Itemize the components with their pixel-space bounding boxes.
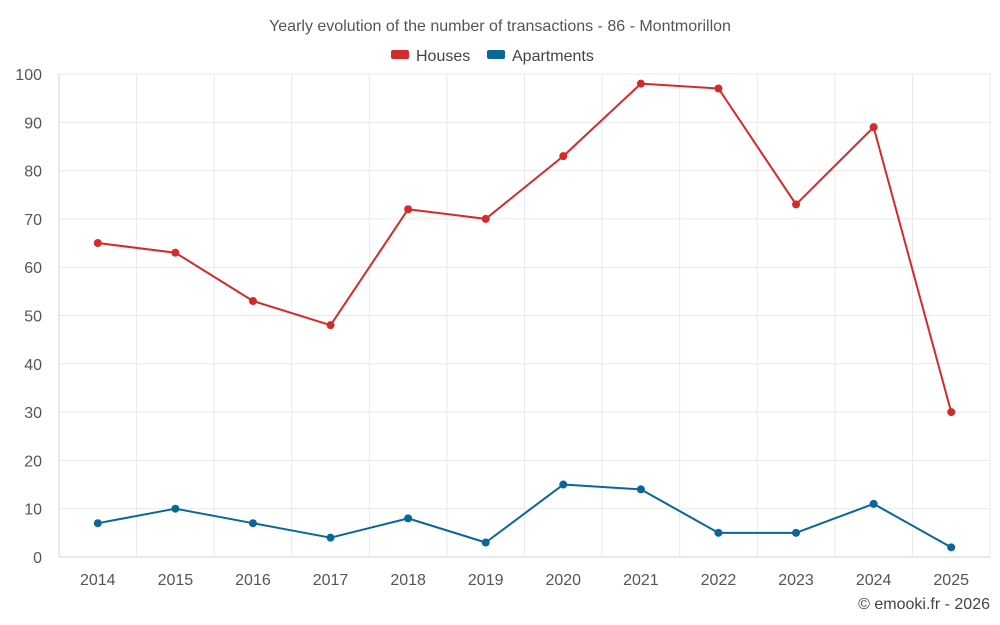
series-line-houses — [97, 82, 953, 413]
y-tick-label-70: 70 — [24, 212, 42, 229]
x-axis-ticks: 2014 2015 2016 2017 2018 2019 2020 2021 2022 2023… — [80, 572, 969, 589]
y-tick-label-90: 90 — [24, 115, 42, 132]
legend-item-apartments[interactable]: Apartments — [487, 48, 594, 65]
legend-swatch-houses — [391, 50, 409, 59]
x-tick-label-2020: 2020 — [545, 572, 581, 589]
legend: Houses Apartments — [391, 48, 594, 65]
y-axis-ticks: 0 10 20 30 40 50 60 70 80 90 100 — [15, 67, 42, 567]
data-point-houses-2015[interactable] — [171, 248, 180, 257]
x-tick-label-2019: 2019 — [468, 572, 504, 589]
data-point-houses-2018[interactable] — [404, 205, 413, 214]
data-point-houses-2021[interactable] — [636, 79, 645, 88]
data-point-houses-2022[interactable] — [714, 84, 723, 93]
data-point-houses-2016[interactable] — [248, 297, 257, 306]
series-houses — [93, 79, 956, 417]
x-tick-label-2015: 2015 — [158, 572, 194, 589]
series-apartments — [93, 480, 956, 552]
y-tick-label-10: 10 — [24, 502, 42, 519]
data-point-apartments-2020[interactable] — [559, 480, 568, 489]
x-tick-label-2022: 2022 — [701, 572, 737, 589]
y-tick-label-50: 50 — [24, 309, 42, 326]
legend-label-houses: Houses — [416, 48, 470, 65]
data-point-apartments-2022[interactable] — [714, 528, 723, 537]
series-layer — [93, 79, 956, 552]
data-point-houses-2019[interactable] — [481, 214, 490, 223]
data-point-houses-2017[interactable] — [326, 321, 335, 330]
y-tick-label-0: 0 — [33, 550, 42, 567]
data-point-houses-2023[interactable] — [792, 200, 801, 209]
data-point-houses-2020[interactable] — [559, 152, 568, 161]
grid — [58, 73, 991, 558]
y-tick-label-40: 40 — [24, 357, 42, 374]
x-tick-label-2017: 2017 — [313, 572, 349, 589]
y-tick-label-100: 100 — [15, 67, 42, 84]
x-tick-label-2024: 2024 — [856, 572, 892, 589]
data-point-apartments-2014[interactable] — [93, 519, 102, 528]
y-tick-label-30: 30 — [24, 405, 42, 422]
data-point-houses-2024[interactable] — [869, 123, 878, 132]
data-point-apartments-2025[interactable] — [947, 543, 956, 552]
data-point-apartments-2019[interactable] — [481, 538, 490, 547]
data-point-apartments-2024[interactable] — [869, 499, 878, 508]
legend-label-apartments: Apartments — [512, 48, 594, 65]
data-point-apartments-2023[interactable] — [792, 528, 801, 537]
credit-text: © emooki.fr - 2026 — [858, 596, 990, 613]
data-point-apartments-2018[interactable] — [404, 514, 413, 523]
x-tick-label-2021: 2021 — [623, 572, 659, 589]
data-point-apartments-2015[interactable] — [171, 504, 180, 513]
y-tick-label-60: 60 — [24, 260, 42, 277]
x-tick-label-2018: 2018 — [390, 572, 426, 589]
y-tick-label-80: 80 — [24, 164, 42, 181]
data-point-apartments-2021[interactable] — [636, 485, 645, 494]
y-tick-label-20: 20 — [24, 453, 42, 470]
x-tick-label-2014: 2014 — [80, 572, 116, 589]
legend-item-houses[interactable]: Houses — [391, 48, 470, 65]
series-line-apartments — [97, 483, 952, 549]
x-tick-label-2025: 2025 — [933, 572, 969, 589]
x-tick-label-2023: 2023 — [778, 572, 814, 589]
data-point-houses-2014[interactable] — [93, 239, 102, 248]
x-tick-label-2016: 2016 — [235, 572, 271, 589]
data-point-apartments-2017[interactable] — [326, 533, 335, 542]
data-point-houses-2025[interactable] — [947, 408, 956, 417]
legend-swatch-apartments — [487, 50, 505, 59]
chart-title: Yearly evolution of the number of transa… — [269, 18, 731, 35]
data-point-apartments-2016[interactable] — [248, 519, 257, 528]
